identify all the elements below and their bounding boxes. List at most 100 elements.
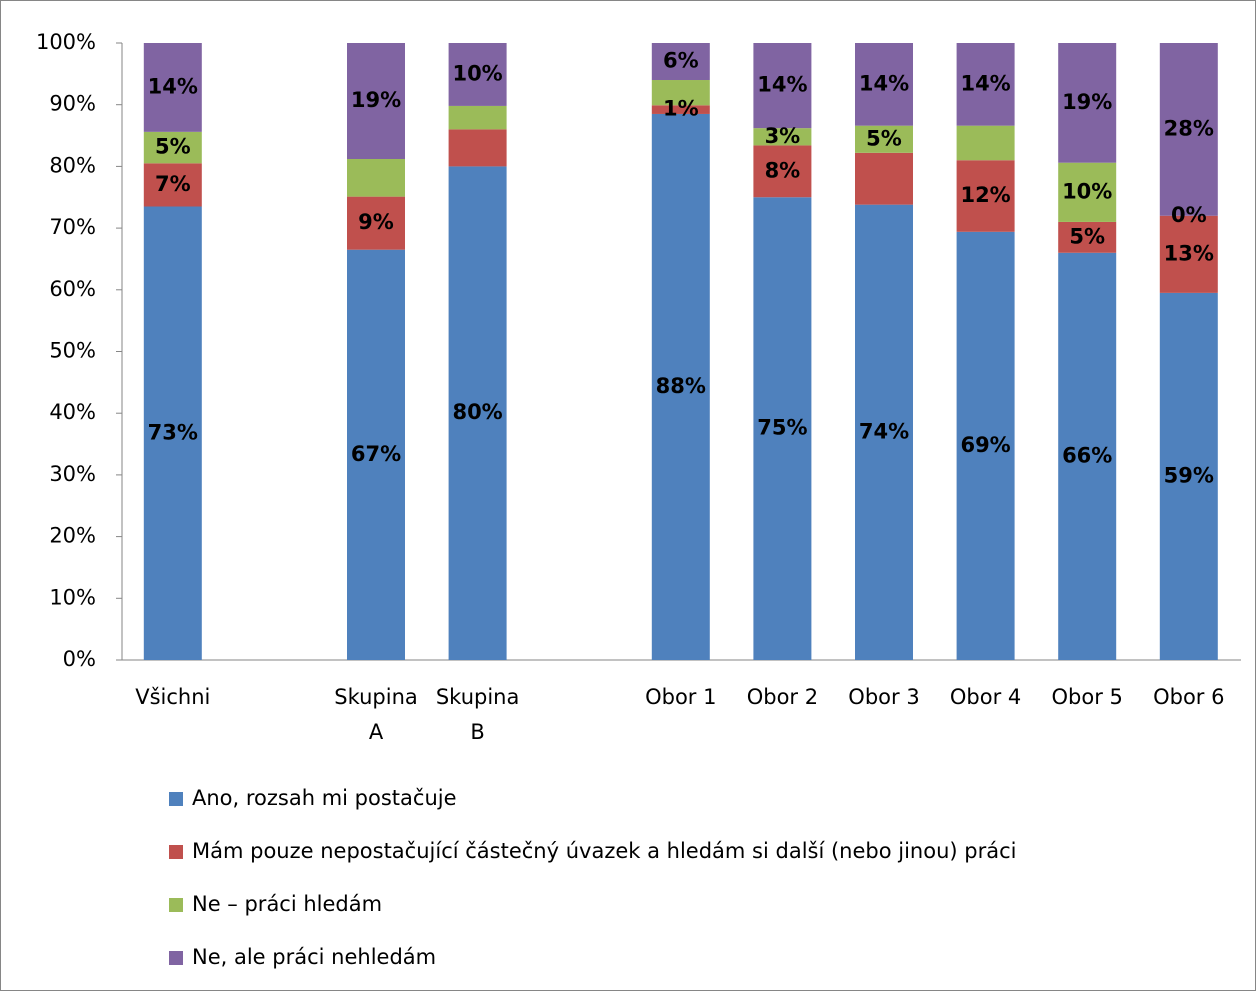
data-label: 5%	[866, 126, 902, 150]
legend-swatch	[169, 845, 183, 859]
category-label: Obor 5	[1052, 685, 1123, 709]
data-label: 10%	[1062, 179, 1112, 203]
legend-label: Mám pouze nepostačující částečný úvazek …	[192, 839, 1016, 863]
bar-segment	[448, 166, 507, 660]
bar-segment	[1159, 43, 1218, 216]
data-label: 19%	[1062, 90, 1112, 114]
data-label: 75%	[757, 416, 807, 440]
data-label: 5%	[1069, 224, 1105, 248]
y-tick-label: 100%	[36, 30, 96, 54]
y-tick-label: 90%	[49, 92, 96, 116]
data-label: 10%	[452, 61, 502, 85]
category-label: Obor 4	[950, 685, 1021, 709]
y-tick-label: 10%	[49, 585, 96, 609]
data-label: 67%	[351, 442, 401, 466]
bar-segment	[753, 128, 812, 146]
bar-segment	[1159, 292, 1218, 660]
bar-segment	[855, 204, 913, 661]
data-label: 14%	[148, 74, 198, 98]
y-tick-label: 0%	[63, 647, 96, 671]
data-label: 0%	[1171, 203, 1207, 227]
data-label: 14%	[859, 71, 909, 95]
category-label: Obor 2	[747, 685, 818, 709]
legend-swatch	[169, 898, 183, 912]
bar-segment	[956, 125, 1015, 161]
bar-segment	[753, 197, 812, 660]
bar-segment	[956, 43, 1015, 126]
legend-label: Ne, ale práci nehledám	[192, 945, 436, 969]
data-label: 12%	[960, 183, 1010, 207]
bar-segment	[651, 113, 710, 660]
bar-segment	[1159, 215, 1218, 293]
data-label: 3%	[765, 124, 801, 148]
category-label: Obor 1	[645, 685, 716, 709]
bar-segment	[448, 105, 507, 130]
data-label: 1%	[663, 97, 699, 121]
bar-segment	[651, 43, 710, 81]
data-label: 73%	[148, 420, 198, 444]
data-label: 5%	[155, 135, 191, 159]
y-tick-label: 70%	[49, 215, 96, 239]
data-label: 13%	[1164, 241, 1214, 265]
data-label: 9%	[358, 210, 394, 234]
legend-label: Ano, rozsah mi postačuje	[192, 786, 457, 810]
category-label: Obor 3	[848, 685, 919, 709]
bar-segment	[651, 105, 710, 114]
bar-segment	[347, 43, 405, 159]
bar-segment	[651, 80, 710, 106]
bar-segment	[347, 158, 405, 197]
category-label: Skupina	[334, 685, 418, 709]
data-label: 66%	[1062, 443, 1112, 467]
data-label: 80%	[452, 400, 502, 424]
bar-segment	[956, 160, 1015, 232]
data-label: 69%	[960, 433, 1010, 457]
legend-swatch	[169, 951, 183, 965]
axes: 0% 10% 20% 30% 40% 50% 60% 70% 80% 90% 100%	[36, 30, 1241, 671]
bar-segment	[753, 145, 812, 198]
legend: Ano, rozsah mi postačuje Mám pouze nepost…	[169, 786, 1016, 969]
y-tick-label: 60%	[49, 277, 96, 301]
data-labels: 73% 7% 5% 14% 67% 9% 19% 80% 10% 88% 1% 6% 75% 8% 3% 14…	[148, 49, 1214, 488]
y-tick-label: 80%	[49, 153, 96, 177]
y-tick-label: 30%	[49, 462, 96, 486]
data-label: 28%	[1164, 116, 1214, 140]
data-label: 6%	[663, 49, 699, 73]
category-labels: Všichni Skupina A Skupina B Obor 1 Obor 2 Obor …	[135, 685, 1224, 744]
bar-segment	[1058, 43, 1117, 163]
bar-segment	[1058, 162, 1117, 222]
bar-segment	[143, 163, 202, 207]
bar-segment	[448, 129, 507, 167]
data-label: 14%	[960, 71, 1010, 95]
category-label-line2: B	[470, 720, 484, 744]
bar-segment	[855, 43, 913, 126]
bar-segment	[855, 152, 913, 205]
bar-segment	[347, 249, 405, 660]
data-label: 14%	[757, 73, 807, 97]
bar-segment	[143, 206, 202, 660]
bar-segment	[855, 125, 913, 153]
data-label: 74%	[859, 419, 909, 443]
data-label: 8%	[765, 158, 801, 182]
y-tick-label: 40%	[49, 400, 96, 424]
category-label-line2: A	[369, 720, 384, 744]
bar-segment	[448, 43, 507, 106]
bars	[143, 43, 1218, 661]
bar-segment	[753, 43, 812, 129]
data-label: 59%	[1164, 463, 1214, 487]
legend-swatch	[169, 792, 183, 806]
bar-segment	[1058, 221, 1117, 253]
bar-segment	[956, 231, 1015, 660]
legend-label: Ne – práci hledám	[192, 892, 382, 916]
bar-segment	[1058, 252, 1117, 660]
category-label: Skupina	[436, 685, 520, 709]
category-label: Všichni	[135, 685, 210, 709]
bar-segment	[143, 131, 202, 164]
y-tick-label: 20%	[49, 524, 96, 548]
bar-segment	[347, 196, 405, 250]
category-label: Obor 6	[1153, 685, 1224, 709]
data-label: 19%	[351, 88, 401, 112]
data-label: 7%	[155, 172, 191, 196]
y-tick-label: 50%	[49, 339, 96, 363]
